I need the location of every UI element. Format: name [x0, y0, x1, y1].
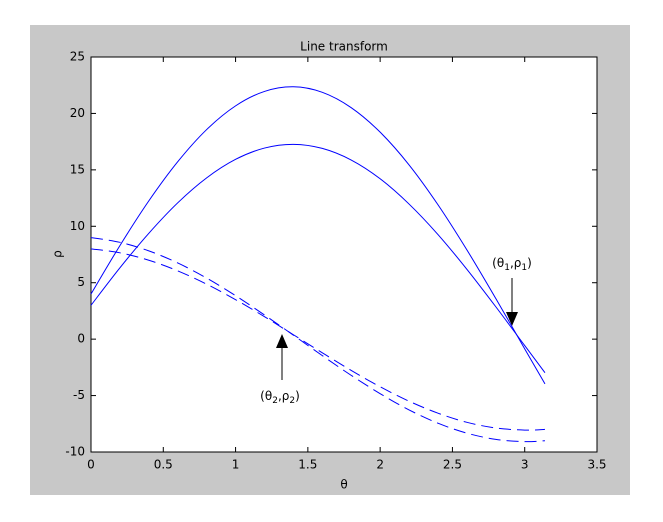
y-tick-label: -10 — [65, 445, 85, 459]
annotation: (θ1,ρ1) — [492, 256, 532, 273]
y-axis-label: ρ — [51, 250, 65, 258]
line-series — [90, 86, 546, 385]
x-axis-label: θ — [340, 478, 347, 492]
arrow — [276, 334, 288, 380]
y-tick-label: 5 — [77, 275, 85, 289]
y-tick-label: -5 — [73, 388, 85, 402]
x-tick-label: 2.5 — [443, 458, 462, 472]
annotation: (θ2,ρ2) — [260, 389, 300, 406]
y-tick-label: 0 — [77, 332, 85, 346]
x-tick-label: 0 — [87, 458, 95, 472]
x-tick-label: 3.5 — [587, 458, 606, 472]
line-series — [90, 237, 545, 443]
arrow — [506, 278, 518, 326]
x-tick-label: 3 — [521, 458, 529, 472]
y-tick-label: 15 — [70, 162, 85, 176]
chart-title: Line transform — [300, 40, 388, 54]
line-series — [90, 248, 545, 431]
axes — [90, 56, 598, 453]
x-tick-label: 0.5 — [154, 458, 173, 472]
x-tick-label: 2 — [376, 458, 384, 472]
y-tick-label: 10 — [70, 219, 85, 233]
x-tick-label: 1 — [232, 458, 240, 472]
line-series — [90, 143, 546, 373]
x-tick-label: 1.5 — [298, 458, 317, 472]
y-tick-label: 20 — [70, 106, 85, 120]
y-tick-label: 25 — [70, 50, 85, 64]
